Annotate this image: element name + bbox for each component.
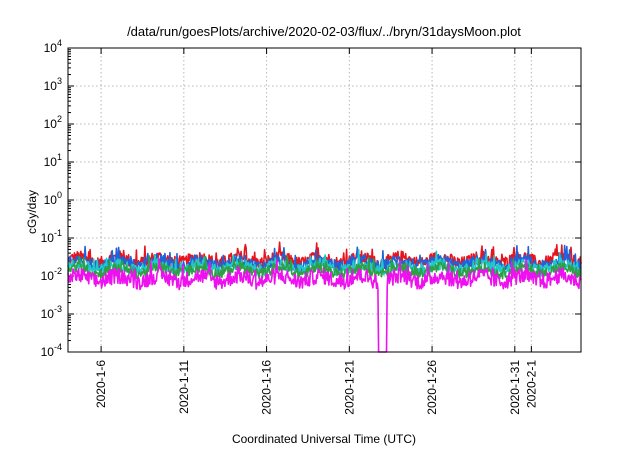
y-tick-label: 100 <box>44 190 62 207</box>
x-axis-label: Coordinated Universal Time (UTC) <box>232 432 416 446</box>
x-tick-label: 2020-1-31 <box>508 360 522 415</box>
x-tick-label: 2020-2-1 <box>524 360 538 408</box>
x-tick-label: 2020-1-16 <box>260 360 274 415</box>
series-line <box>67 249 582 277</box>
y-tick-label: 10-3 <box>41 304 62 321</box>
y-tick-label: 104 <box>44 38 62 55</box>
y-tick-label: 10-2 <box>41 266 62 283</box>
y-tick-label: 10-1 <box>41 228 62 245</box>
series-line <box>67 258 582 353</box>
y-tick-label: 10-4 <box>41 342 62 359</box>
chart-title: /data/run/goesPlots/archive/2020-02-03/f… <box>127 24 521 39</box>
x-tick-label: 2020-1-11 <box>177 360 191 414</box>
plot-area: 104 103 102 101 100 10-1 10-2 10-3 10-4 2020-1-6 2… <box>41 38 582 415</box>
x-tick-label: 2020-1-26 <box>425 360 439 415</box>
x-tick-label: 2020-1-6 <box>94 360 108 408</box>
y-tick-label: 102 <box>44 114 62 131</box>
y-axis-label: cGy/day <box>25 190 39 234</box>
y-tick-label: 103 <box>44 76 62 93</box>
plot-frame <box>67 47 582 353</box>
x-tick-label: 2020-1-21 <box>342 360 356 415</box>
y-tick-label: 101 <box>44 152 62 169</box>
